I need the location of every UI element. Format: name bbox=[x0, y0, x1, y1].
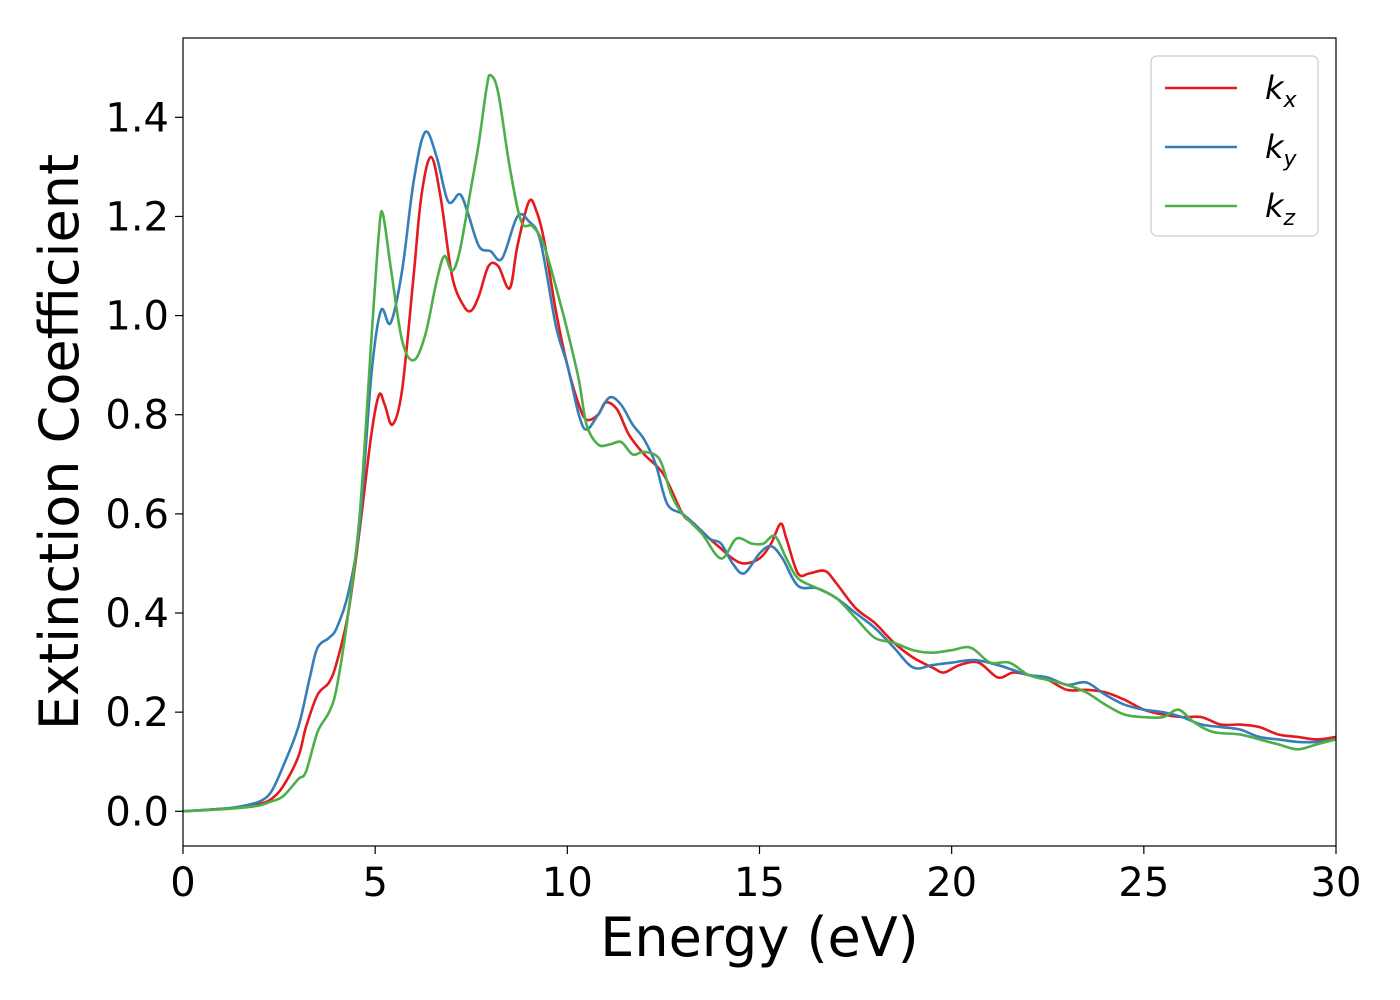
series-layer bbox=[183, 73, 1336, 813]
y-tick-label: 0.6 bbox=[105, 492, 169, 538]
x-axis-label: Energy (eV) bbox=[600, 906, 919, 969]
legend-label-kz: kz bbox=[1265, 187, 1296, 231]
x-tick-label: 15 bbox=[734, 860, 785, 906]
y-axis-label: Extinction Coefficient bbox=[28, 154, 91, 730]
x-tick-label: 5 bbox=[362, 860, 387, 906]
x-axis-ticks: 0 5 10 15 20 25 30 bbox=[170, 846, 1361, 906]
x-tick-label: 0 bbox=[170, 860, 195, 906]
y-tick-label: 0.4 bbox=[105, 591, 169, 637]
x-tick-label: 20 bbox=[926, 860, 977, 906]
y-tick-label: 0.8 bbox=[105, 393, 169, 439]
y-tick-label: 1.4 bbox=[105, 95, 169, 141]
x-tick-label: 25 bbox=[1118, 860, 1169, 906]
legend-label-kx: kx bbox=[1265, 69, 1298, 113]
y-tick-label: 1.2 bbox=[105, 194, 169, 240]
y-tick-label: 0.0 bbox=[105, 789, 169, 835]
legend-label-ky: ky bbox=[1265, 128, 1298, 172]
y-tick-label: 0.2 bbox=[105, 690, 169, 736]
x-tick-label: 10 bbox=[542, 860, 593, 906]
x-tick-label: 30 bbox=[1311, 860, 1362, 906]
series-line-ky bbox=[183, 130, 1336, 813]
y-tick-label: 1.0 bbox=[105, 294, 169, 340]
legend: kx ky kz bbox=[1150, 55, 1319, 237]
series-line-kz bbox=[183, 73, 1336, 813]
series-line-kx bbox=[183, 155, 1336, 813]
y-axis-ticks: 0.0 0.2 0.4 0.6 0.8 1.0 1.2 1.4 bbox=[105, 95, 183, 835]
